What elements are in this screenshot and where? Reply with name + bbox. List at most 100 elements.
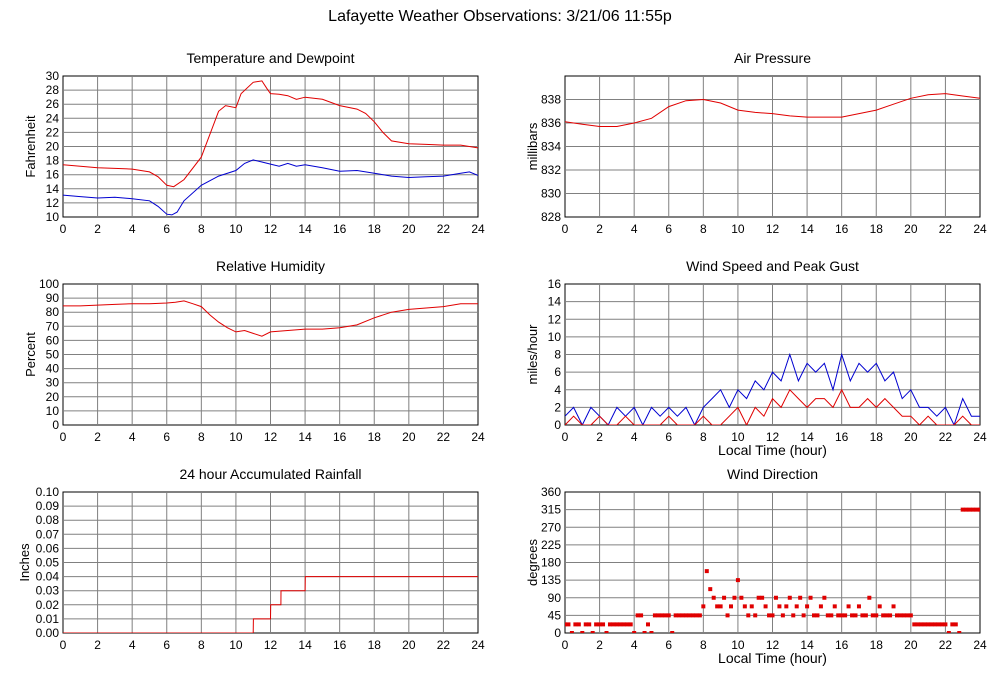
data-point xyxy=(715,604,720,609)
data-point xyxy=(580,631,585,633)
data-point xyxy=(953,622,958,627)
y-tick-label: 180 xyxy=(541,556,561,570)
data-point xyxy=(670,631,675,633)
x-tick-label: 8 xyxy=(700,430,707,444)
data-point xyxy=(565,622,567,627)
data-point xyxy=(915,622,920,627)
y-tick-label: 16 xyxy=(548,277,562,291)
data-point xyxy=(739,595,744,600)
y-axis-label: Inches xyxy=(17,543,32,582)
y-tick-label: 0 xyxy=(52,418,59,432)
y-tick-label: 10 xyxy=(46,404,60,418)
data-point xyxy=(601,622,606,627)
data-point xyxy=(639,613,644,618)
x-tick-label: 18 xyxy=(368,638,382,652)
y-tick-label: 70 xyxy=(46,319,60,333)
data-point xyxy=(798,595,803,600)
data-point xyxy=(856,604,861,609)
x-tick-label: 2 xyxy=(596,638,603,652)
y-tick-label: 80 xyxy=(46,305,60,319)
data-point xyxy=(618,622,623,627)
x-tick-label: 10 xyxy=(731,222,745,236)
y-tick-label: 14 xyxy=(46,182,60,196)
data-point xyxy=(701,604,706,609)
x-tick-label: 18 xyxy=(870,222,884,236)
data-point xyxy=(794,604,799,609)
x-tick-label: 24 xyxy=(471,638,485,652)
data-point xyxy=(881,613,886,618)
y-tick-label: 30 xyxy=(46,376,60,390)
x-tick-label: 16 xyxy=(835,430,849,444)
data-point xyxy=(801,613,806,618)
x-tick-label: 8 xyxy=(198,430,205,444)
y-tick-label: 12 xyxy=(46,196,60,210)
data-point xyxy=(964,507,969,512)
x-tick-label: 2 xyxy=(94,222,101,236)
x-tick-label: 10 xyxy=(731,638,745,652)
y-tick-label: 0.06 xyxy=(36,541,60,555)
x-tick-label: 2 xyxy=(94,430,101,444)
x-tick-label: 22 xyxy=(939,638,953,652)
y-tick-label: 0.07 xyxy=(36,527,60,541)
data-point xyxy=(711,595,716,600)
y-tick-label: 20 xyxy=(46,390,60,404)
x-tick-label: 22 xyxy=(437,222,451,236)
y-tick-label: 270 xyxy=(541,520,561,534)
y-tick-label: 0.04 xyxy=(36,570,60,584)
y-tick-label: 832 xyxy=(541,163,561,177)
data-point xyxy=(874,613,879,618)
y-tick-label: 0.00 xyxy=(36,626,60,640)
x-tick-label: 2 xyxy=(596,430,603,444)
data-point xyxy=(611,622,616,627)
data-point xyxy=(943,622,948,627)
x-tick-label: 24 xyxy=(973,222,987,236)
data-point xyxy=(590,631,595,633)
y-axis-label: Percent xyxy=(23,332,38,377)
x-tick-label: 22 xyxy=(437,430,451,444)
chart-title: Temperature and Dewpoint xyxy=(186,50,354,66)
y-tick-label: 16 xyxy=(46,168,60,182)
x-tick-label: 14 xyxy=(298,638,312,652)
data-point xyxy=(784,604,789,609)
x-tick-label: 10 xyxy=(229,638,243,652)
y-tick-label: 22 xyxy=(46,125,60,139)
data-point xyxy=(773,595,778,600)
series-line-0 xyxy=(565,93,980,127)
y-tick-label: 10 xyxy=(548,330,562,344)
data-point xyxy=(597,622,602,627)
data-point xyxy=(898,613,903,618)
data-point xyxy=(933,622,938,627)
x-tick-label: 22 xyxy=(437,638,451,652)
data-point xyxy=(812,613,816,618)
y-tick-label: 0.01 xyxy=(36,612,60,626)
data-point xyxy=(895,613,899,618)
data-point xyxy=(978,507,980,512)
data-point xyxy=(850,613,855,618)
y-tick-label: 828 xyxy=(541,210,561,224)
data-point xyxy=(870,613,875,618)
y-axis-label: millibars xyxy=(525,122,540,170)
data-point xyxy=(722,595,727,600)
x-tick-label: 12 xyxy=(264,222,278,236)
data-point xyxy=(621,622,626,627)
data-point xyxy=(594,622,599,627)
x-tick-label: 16 xyxy=(835,222,849,236)
x-tick-label: 6 xyxy=(163,222,170,236)
data-point xyxy=(950,622,955,627)
data-point xyxy=(877,604,882,609)
x-tick-label: 10 xyxy=(229,430,243,444)
data-point xyxy=(836,613,841,618)
data-point xyxy=(815,613,820,618)
data-point xyxy=(919,622,924,627)
x-tick-label: 12 xyxy=(264,430,278,444)
data-point xyxy=(725,613,730,618)
data-point xyxy=(659,613,664,618)
data-point xyxy=(822,595,827,600)
x-tick-label: 20 xyxy=(402,638,416,652)
x-tick-label: 0 xyxy=(60,430,67,444)
y-tick-label: 14 xyxy=(548,295,562,309)
data-point xyxy=(960,507,965,512)
